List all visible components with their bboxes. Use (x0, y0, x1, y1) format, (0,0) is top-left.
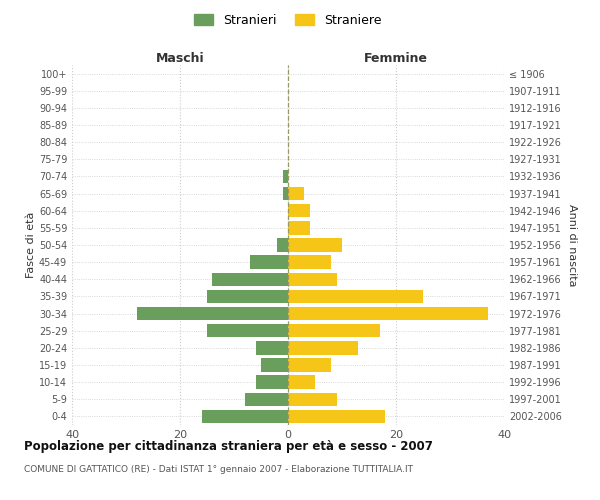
Bar (288, 392, 337, 406)
Bar (288, 410, 385, 423)
Text: Femmine: Femmine (364, 52, 428, 65)
Bar (202, 410, 288, 423)
Bar (261, 358, 288, 372)
Bar (288, 324, 380, 338)
Text: COMUNE DI GATTATICO (RE) - Dati ISTAT 1° gennaio 2007 - Elaborazione TUTTITALIA.: COMUNE DI GATTATICO (RE) - Dati ISTAT 1°… (24, 465, 413, 474)
Bar (137, 307, 288, 320)
Y-axis label: Anni di nascita: Anni di nascita (567, 204, 577, 286)
Bar (288, 204, 310, 218)
Bar (288, 187, 304, 200)
Y-axis label: Fasce di età: Fasce di età (26, 212, 36, 278)
Bar (283, 187, 288, 200)
Bar (288, 256, 331, 269)
Bar (256, 341, 288, 354)
Bar (288, 290, 423, 303)
Bar (250, 256, 288, 269)
Bar (207, 324, 288, 338)
Bar (207, 290, 288, 303)
Bar (283, 170, 288, 183)
Bar (288, 272, 337, 286)
Bar (288, 358, 331, 372)
Bar (277, 238, 288, 252)
Legend: Stranieri, Straniere: Stranieri, Straniere (191, 10, 385, 30)
Bar (256, 376, 288, 389)
Bar (288, 238, 342, 252)
Bar (212, 272, 288, 286)
Bar (245, 392, 288, 406)
Text: Popolazione per cittadinanza straniera per età e sesso - 2007: Popolazione per cittadinanza straniera p… (24, 440, 433, 453)
Bar (288, 221, 310, 234)
Bar (288, 307, 488, 320)
Bar (288, 376, 315, 389)
Bar (288, 341, 358, 354)
Text: Maschi: Maschi (155, 52, 205, 65)
